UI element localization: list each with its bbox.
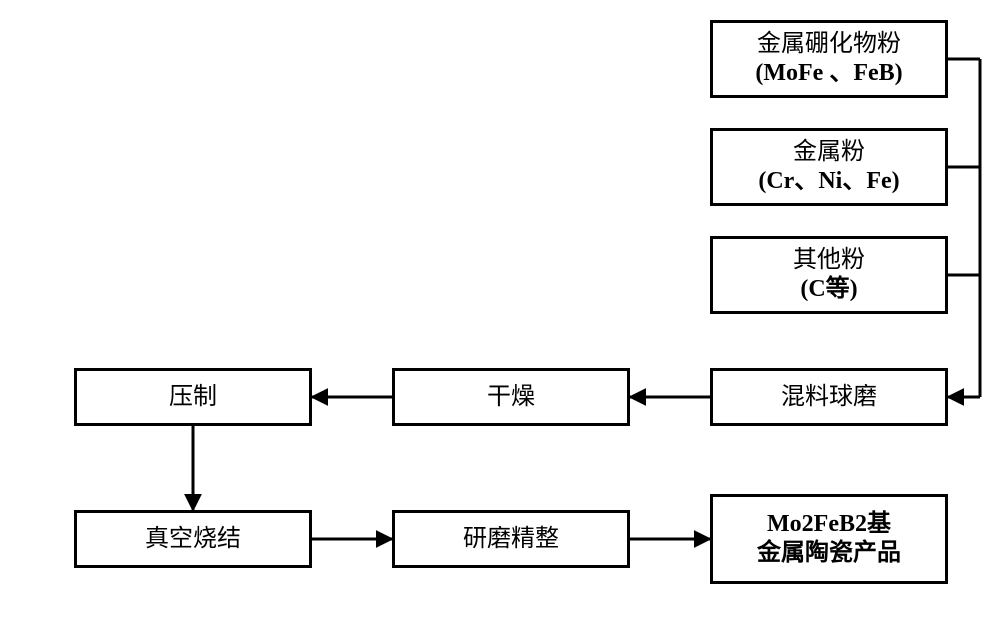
node-pressing-line1: 压制: [169, 383, 217, 412]
node-grind_finish: 研磨精整: [392, 510, 630, 568]
node-product-line1: Mo2FeB2基: [767, 510, 891, 539]
node-grind_finish-line1: 研磨精整: [463, 525, 559, 554]
node-other_powder: 其他粉(C等): [710, 236, 948, 314]
flowchart-canvas: 金属硼化物粉(MoFe 、FeB) 金属粉(Cr、Ni、Fe) 其他粉(C等) 混料球…: [0, 0, 1000, 627]
node-metal_powder-line2: (Cr、Ni、Fe): [758, 167, 899, 196]
node-vacuum_sinter-line1: 真空烧结: [145, 525, 241, 554]
node-ball_mill-line1: 混料球磨: [781, 383, 877, 412]
node-metal_powder-line1: 金属粉: [793, 138, 865, 167]
node-boride_powder: 金属硼化物粉(MoFe 、FeB): [710, 20, 948, 98]
node-other_powder-line1: 其他粉: [793, 246, 865, 275]
node-pressing: 压制: [74, 368, 312, 426]
node-vacuum_sinter: 真空烧结: [74, 510, 312, 568]
node-metal_powder: 金属粉(Cr、Ni、Fe): [710, 128, 948, 206]
node-other_powder-line2: (C等): [800, 275, 857, 304]
node-boride_powder-line1: 金属硼化物粉: [757, 30, 901, 59]
node-product: Mo2FeB2基金属陶瓷产品: [710, 494, 948, 584]
node-drying-line1: 干燥: [487, 383, 535, 412]
node-drying: 干燥: [392, 368, 630, 426]
node-boride_powder-line2: (MoFe 、FeB): [755, 59, 902, 88]
node-product-line2: 金属陶瓷产品: [757, 539, 901, 568]
node-ball_mill: 混料球磨: [710, 368, 948, 426]
